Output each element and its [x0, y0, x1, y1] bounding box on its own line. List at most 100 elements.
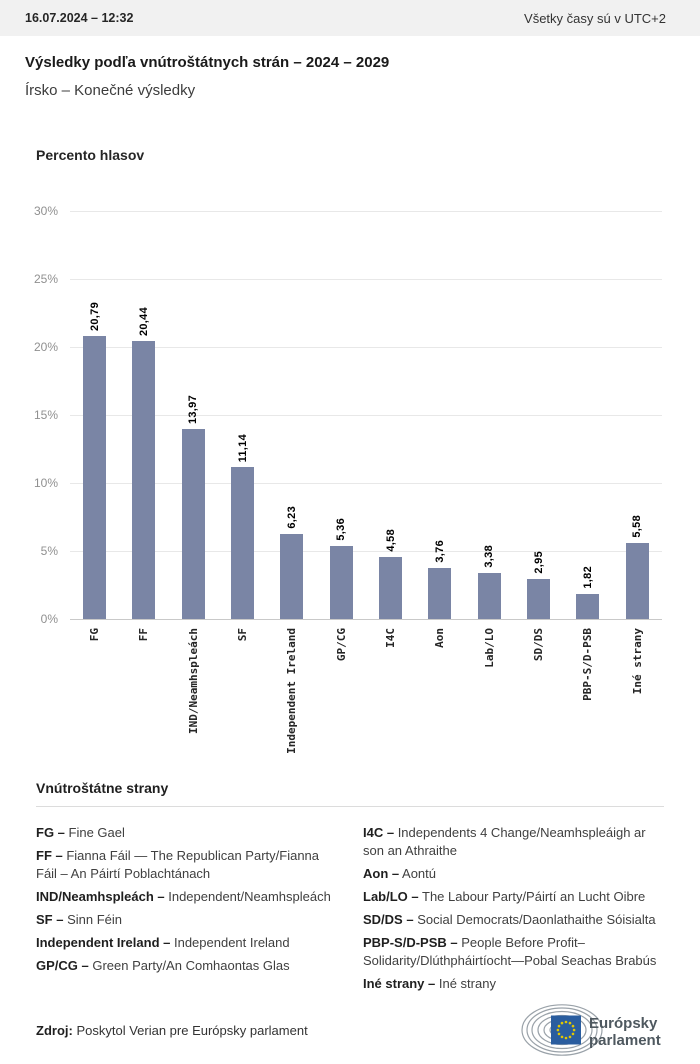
- gridline: 10%: [34, 476, 662, 490]
- x-axis-label-Aon: Aon: [433, 628, 447, 648]
- source-label: Zdroj:: [36, 1022, 73, 1038]
- legend-item-abbr: Lab/LO –: [363, 888, 419, 904]
- parliament-hemicycle-icon: Európsky parlament: [521, 1004, 661, 1056]
- chart-axis-title: Percento hlasov: [36, 147, 145, 163]
- bar-value-label: 3,76: [433, 540, 446, 563]
- top-bar: 16.07.2024 – 12:32 Všetky časy sú v UTC+…: [0, 0, 700, 36]
- report-datetime: 16.07.2024 – 12:32: [25, 11, 134, 25]
- gridline: 30%: [34, 204, 662, 218]
- legend-item-Independent Ireland: Independent Ireland – Independent Irelan…: [36, 934, 290, 950]
- x-label-slot: Independent Ireland: [267, 628, 316, 760]
- x-label-slot: SD/DS: [514, 628, 563, 760]
- x-label-slot: Aon: [415, 628, 464, 760]
- x-label-slot: PBP-S/D-PSB: [563, 628, 612, 760]
- legend-item-SF: SF – Sinn Féin: [36, 911, 123, 927]
- legend-item-abbr: Aon –: [363, 865, 400, 881]
- gridline: 15%: [34, 408, 662, 422]
- legend-item-abbr: GP/CG –: [36, 957, 89, 973]
- bar-slot-SD/DS: 2,95: [514, 211, 563, 619]
- x-axis-label-Lab/LO: Lab/LO: [482, 628, 496, 668]
- legend-item-abbr: FF –: [36, 847, 63, 863]
- bar-value-label: 3,38: [483, 545, 496, 568]
- logo-wordmark-line1: Európsky: [589, 1015, 658, 1032]
- legend-item-Aon: Aon – Aontú: [363, 865, 436, 881]
- y-tick-label: 5%: [40, 544, 58, 558]
- legend-column-2: I4C – Independents 4 Change/Neamhspleáig…: [363, 824, 664, 998]
- x-label-slot: FF: [119, 628, 168, 760]
- bar-IND/Neamhspleách: [181, 429, 205, 619]
- european-parliament-logo: Európsky parlament: [520, 1002, 670, 1058]
- x-label-slot: I4C: [366, 628, 415, 760]
- x-axis-label-Independent Ireland: Independent Ireland: [285, 628, 299, 754]
- x-axis-label-GP/CG: GP/CG: [334, 628, 348, 662]
- x-axis-label-FF: FF: [137, 628, 151, 642]
- legend-item-abbr: Independent Ireland –: [36, 934, 171, 950]
- y-tick-label: 30%: [33, 204, 58, 218]
- bar-slot-PBP-S/D-PSB: 1,82: [563, 211, 612, 619]
- legend-item-abbr: I4C –: [363, 825, 395, 840]
- source-text: Poskytol Verian pre Európsky parlament: [76, 1022, 308, 1038]
- legend-item-PBP-S/D-PSB: PBP-S/D-PSB – People Before Profit–Solid…: [363, 934, 657, 968]
- bar-value-label: 4,58: [384, 529, 397, 552]
- bar-value-label: 5,58: [631, 515, 644, 538]
- bar-value-label: 20,79: [88, 301, 101, 331]
- bar-slot-Iné strany: 5,58: [613, 211, 662, 619]
- bar-SD/DS: [527, 579, 551, 619]
- x-axis-label-SD/DS: SD/DS: [532, 628, 546, 662]
- bar-value-label: 13,97: [187, 394, 200, 424]
- x-label-slot: Lab/LO: [465, 628, 514, 760]
- x-label-slot: SF: [218, 628, 267, 760]
- source-note: Zdroj: Poskytol Verian pre Európsky parl…: [36, 1023, 308, 1038]
- bar-slot-FF: 20,44: [119, 211, 168, 619]
- timezone-note: Všetky časy sú v UTC+2: [524, 10, 666, 26]
- legend-item-Lab/LO: Lab/LO – The Labour Party/Páirtí an Luch…: [363, 888, 646, 904]
- legend-item-IND/Neamhspleách: IND/Neamhspleách – Independent/Neamhsple…: [36, 888, 331, 904]
- legend-columns: FG – Fine Gael FF – Fianna Fáil — The Rep…: [36, 824, 664, 998]
- bar-I4C: [379, 557, 403, 619]
- legend-item-abbr: Iné strany –: [363, 975, 436, 991]
- bar-PBP-S/D-PSB: [576, 594, 600, 619]
- x-axis-label-I4C: I4C: [384, 628, 398, 648]
- eu-flag-icon: [551, 1015, 581, 1045]
- bar-value-label: 6,23: [285, 506, 298, 529]
- bar-value-label: 20,44: [137, 306, 150, 336]
- bar-slot-SF: 11,14: [218, 211, 267, 619]
- legend-item-I4C: I4C – Independents 4 Change/Neamhspleáig…: [363, 825, 646, 858]
- x-axis-labels: FG FF IND/Neamhspleách SF Independent Irelan…: [70, 628, 662, 760]
- legend-item-abbr: SD/DS –: [363, 911, 414, 927]
- bar-FF: [132, 341, 156, 619]
- x-label-slot: FG: [70, 628, 119, 760]
- bar-Iné strany: [625, 543, 649, 619]
- x-label-slot: Iné strany: [613, 628, 662, 760]
- gridline: 25%: [34, 272, 662, 286]
- y-tick-label: 20%: [33, 340, 58, 354]
- bar-Aon: [428, 568, 452, 619]
- x-axis-label-IND/Neamhspleách: IND/Neamhspleách: [186, 628, 200, 734]
- bar-Lab/LO: [477, 573, 501, 619]
- x-axis-label-PBP-S/D-PSB: PBP-S/D-PSB: [581, 628, 595, 701]
- bar-value-label: 1,82: [581, 566, 594, 589]
- gridline: 0%: [41, 612, 662, 626]
- footer: Zdroj: Poskytol Verian pre Európsky parl…: [0, 1002, 700, 1058]
- y-tick-label: 15%: [33, 408, 58, 422]
- legend-item-FF: FF – Fianna Fáil — The Republican Party/…: [36, 847, 320, 881]
- y-tick-label: 0%: [40, 612, 58, 626]
- bar-SF: [231, 467, 255, 619]
- page-subtitle: Írsko – Konečné výsledky: [25, 82, 196, 99]
- logo-wordmark-line2: parlament: [589, 1032, 661, 1049]
- chart-section: Percento hlasov 30% 25% 20% 15% 10% 5% 0% 20,79…: [0, 148, 700, 760]
- x-label-slot: IND/Neamhspleách: [169, 628, 218, 760]
- bar-slot-Aon: 3,76: [415, 211, 464, 619]
- legend-item-SD/DS: SD/DS – Social Democrats/Daonlathaithe S…: [363, 911, 656, 927]
- y-tick-label: 25%: [33, 272, 58, 286]
- gridline: 5%: [41, 544, 662, 558]
- legend-item-abbr: SF –: [36, 911, 64, 927]
- x-label-slot: GP/CG: [317, 628, 366, 760]
- bars-row: 20,79 20,44 13,97 11,14 6,23 5,36 4,58 3,76 3,38…: [70, 211, 662, 619]
- legend-item-abbr: IND/Neamhspleách –: [36, 888, 165, 904]
- bar-value-label: 11,14: [236, 433, 249, 462]
- legend-item-abbr: FG –: [36, 825, 65, 840]
- title-block: Výsledky podľa vnútroštátnych strán – 20…: [0, 36, 700, 100]
- legend-divider: [36, 806, 664, 807]
